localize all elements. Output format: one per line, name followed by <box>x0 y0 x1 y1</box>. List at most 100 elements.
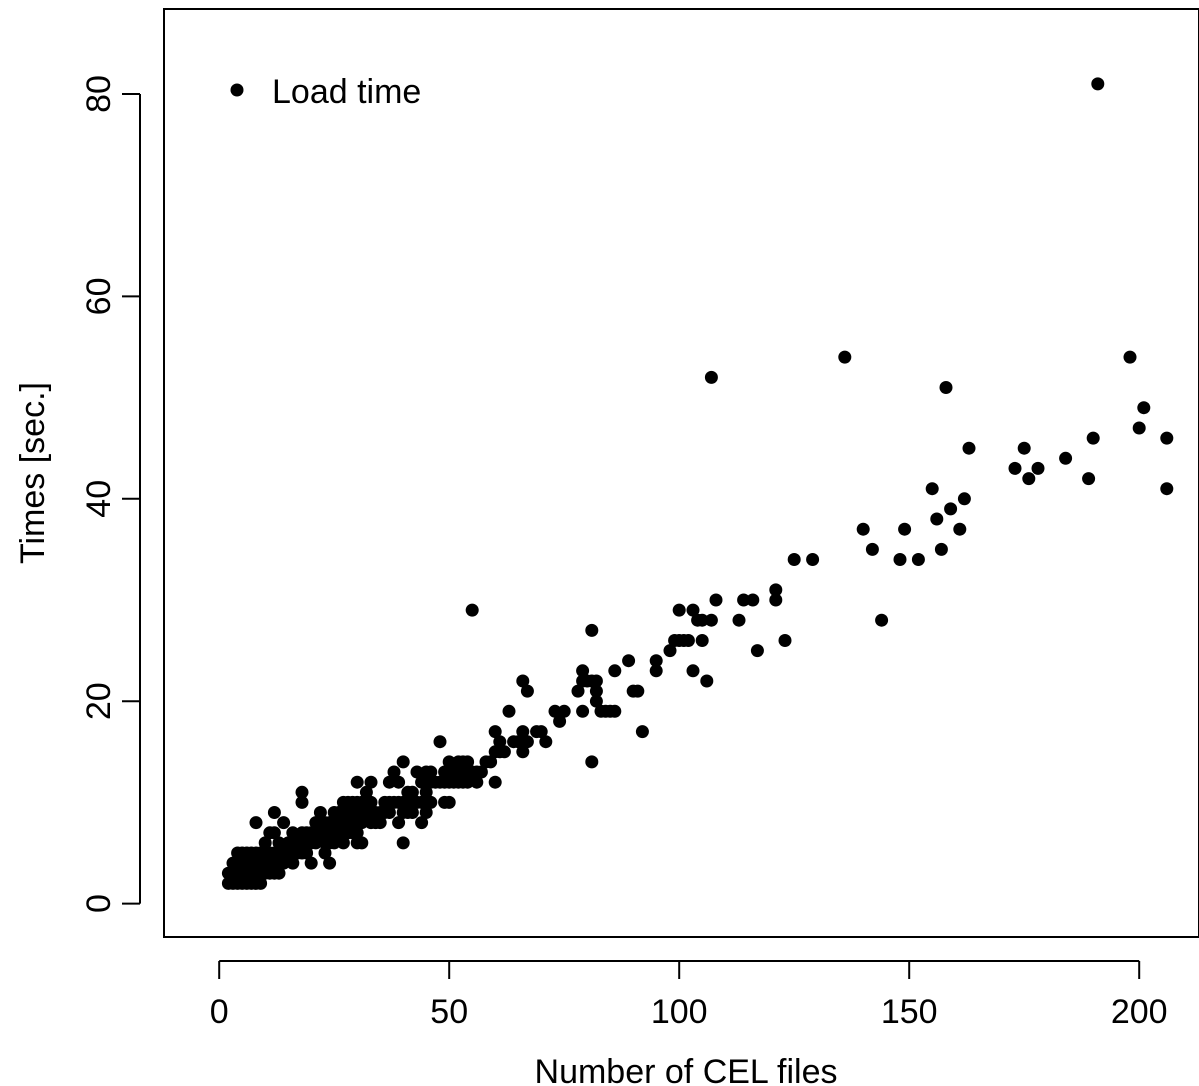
data-point <box>1123 350 1137 364</box>
data-point <box>410 765 424 779</box>
data-point <box>387 765 401 779</box>
data-point <box>373 816 387 830</box>
data-point <box>953 522 967 536</box>
data-point <box>746 593 760 607</box>
data-point <box>267 856 281 870</box>
data-point <box>465 603 479 617</box>
data-point <box>350 826 364 840</box>
data-point <box>304 856 318 870</box>
data-point <box>272 836 286 850</box>
data-point <box>355 795 369 809</box>
data-point <box>277 816 291 830</box>
data-points <box>221 77 1174 890</box>
data-point <box>585 623 599 637</box>
data-point <box>750 644 764 658</box>
data-point <box>516 745 530 759</box>
data-point <box>681 634 695 647</box>
data-point <box>415 775 429 789</box>
data-point <box>939 381 953 394</box>
y-tick-label: 20 <box>80 682 118 720</box>
data-point <box>631 684 645 698</box>
x-tick-label: 200 <box>1111 993 1168 1031</box>
data-point <box>1008 461 1022 475</box>
data-point <box>787 553 801 566</box>
data-point <box>576 704 590 718</box>
data-point <box>424 795 438 809</box>
data-point <box>396 795 410 809</box>
data-point <box>695 613 709 627</box>
data-point <box>898 522 912 536</box>
data-point <box>686 664 700 678</box>
data-point <box>304 826 318 840</box>
data-point <box>520 684 534 698</box>
data-point <box>520 735 534 749</box>
x-axis-title: Number of CEL files <box>535 1053 838 1086</box>
data-point <box>737 593 751 607</box>
data-point <box>1059 451 1073 465</box>
data-point <box>461 755 475 769</box>
data-point <box>838 350 852 364</box>
data-point <box>497 745 511 759</box>
data-point <box>336 836 350 850</box>
data-point <box>318 846 332 860</box>
data-point <box>732 613 746 627</box>
data-point <box>1082 472 1096 486</box>
data-point <box>350 775 364 789</box>
data-point <box>672 603 686 617</box>
data-point <box>396 755 410 769</box>
data-point <box>911 553 925 566</box>
data-point <box>806 553 820 566</box>
y-tick-label: 40 <box>80 480 118 518</box>
data-point <box>700 674 714 688</box>
data-point <box>382 806 396 819</box>
y-tick-label: 80 <box>80 75 118 113</box>
data-point <box>488 775 502 789</box>
data-point <box>415 795 429 809</box>
data-point <box>364 795 378 809</box>
data-point <box>309 836 323 850</box>
data-point <box>585 755 599 769</box>
data-point <box>447 765 461 779</box>
data-point <box>484 755 498 769</box>
data-point <box>502 704 516 718</box>
data-point <box>934 542 948 556</box>
data-point <box>649 664 663 678</box>
data-point <box>589 674 603 688</box>
data-point <box>1017 441 1031 455</box>
data-point <box>695 634 709 647</box>
data-point <box>392 775 406 789</box>
data-point <box>438 765 452 779</box>
data-point <box>323 856 337 870</box>
data-point <box>1022 472 1036 486</box>
data-point <box>1160 431 1174 445</box>
data-point <box>382 775 396 789</box>
data-point <box>405 785 419 799</box>
data-point <box>608 704 622 718</box>
data-point <box>442 755 456 769</box>
data-point <box>649 654 663 668</box>
data-point <box>267 826 281 840</box>
data-point <box>1086 431 1100 445</box>
data-point <box>571 684 585 698</box>
data-point <box>930 512 944 526</box>
data-point <box>511 735 525 749</box>
data-point <box>295 785 309 799</box>
data-point <box>258 836 272 850</box>
data-point <box>875 613 889 627</box>
data-point <box>1132 421 1146 435</box>
data-point <box>686 603 700 617</box>
data-point <box>635 725 649 739</box>
data-point <box>424 765 438 779</box>
data-point <box>1160 482 1174 496</box>
data-point <box>419 785 433 799</box>
data-point <box>392 816 406 830</box>
data-point <box>313 826 327 840</box>
data-point <box>856 522 870 536</box>
data-point <box>704 613 718 627</box>
data-point <box>589 694 603 708</box>
data-point <box>553 714 567 728</box>
data-point <box>470 775 484 789</box>
data-point <box>957 492 971 506</box>
data-point <box>359 785 373 799</box>
